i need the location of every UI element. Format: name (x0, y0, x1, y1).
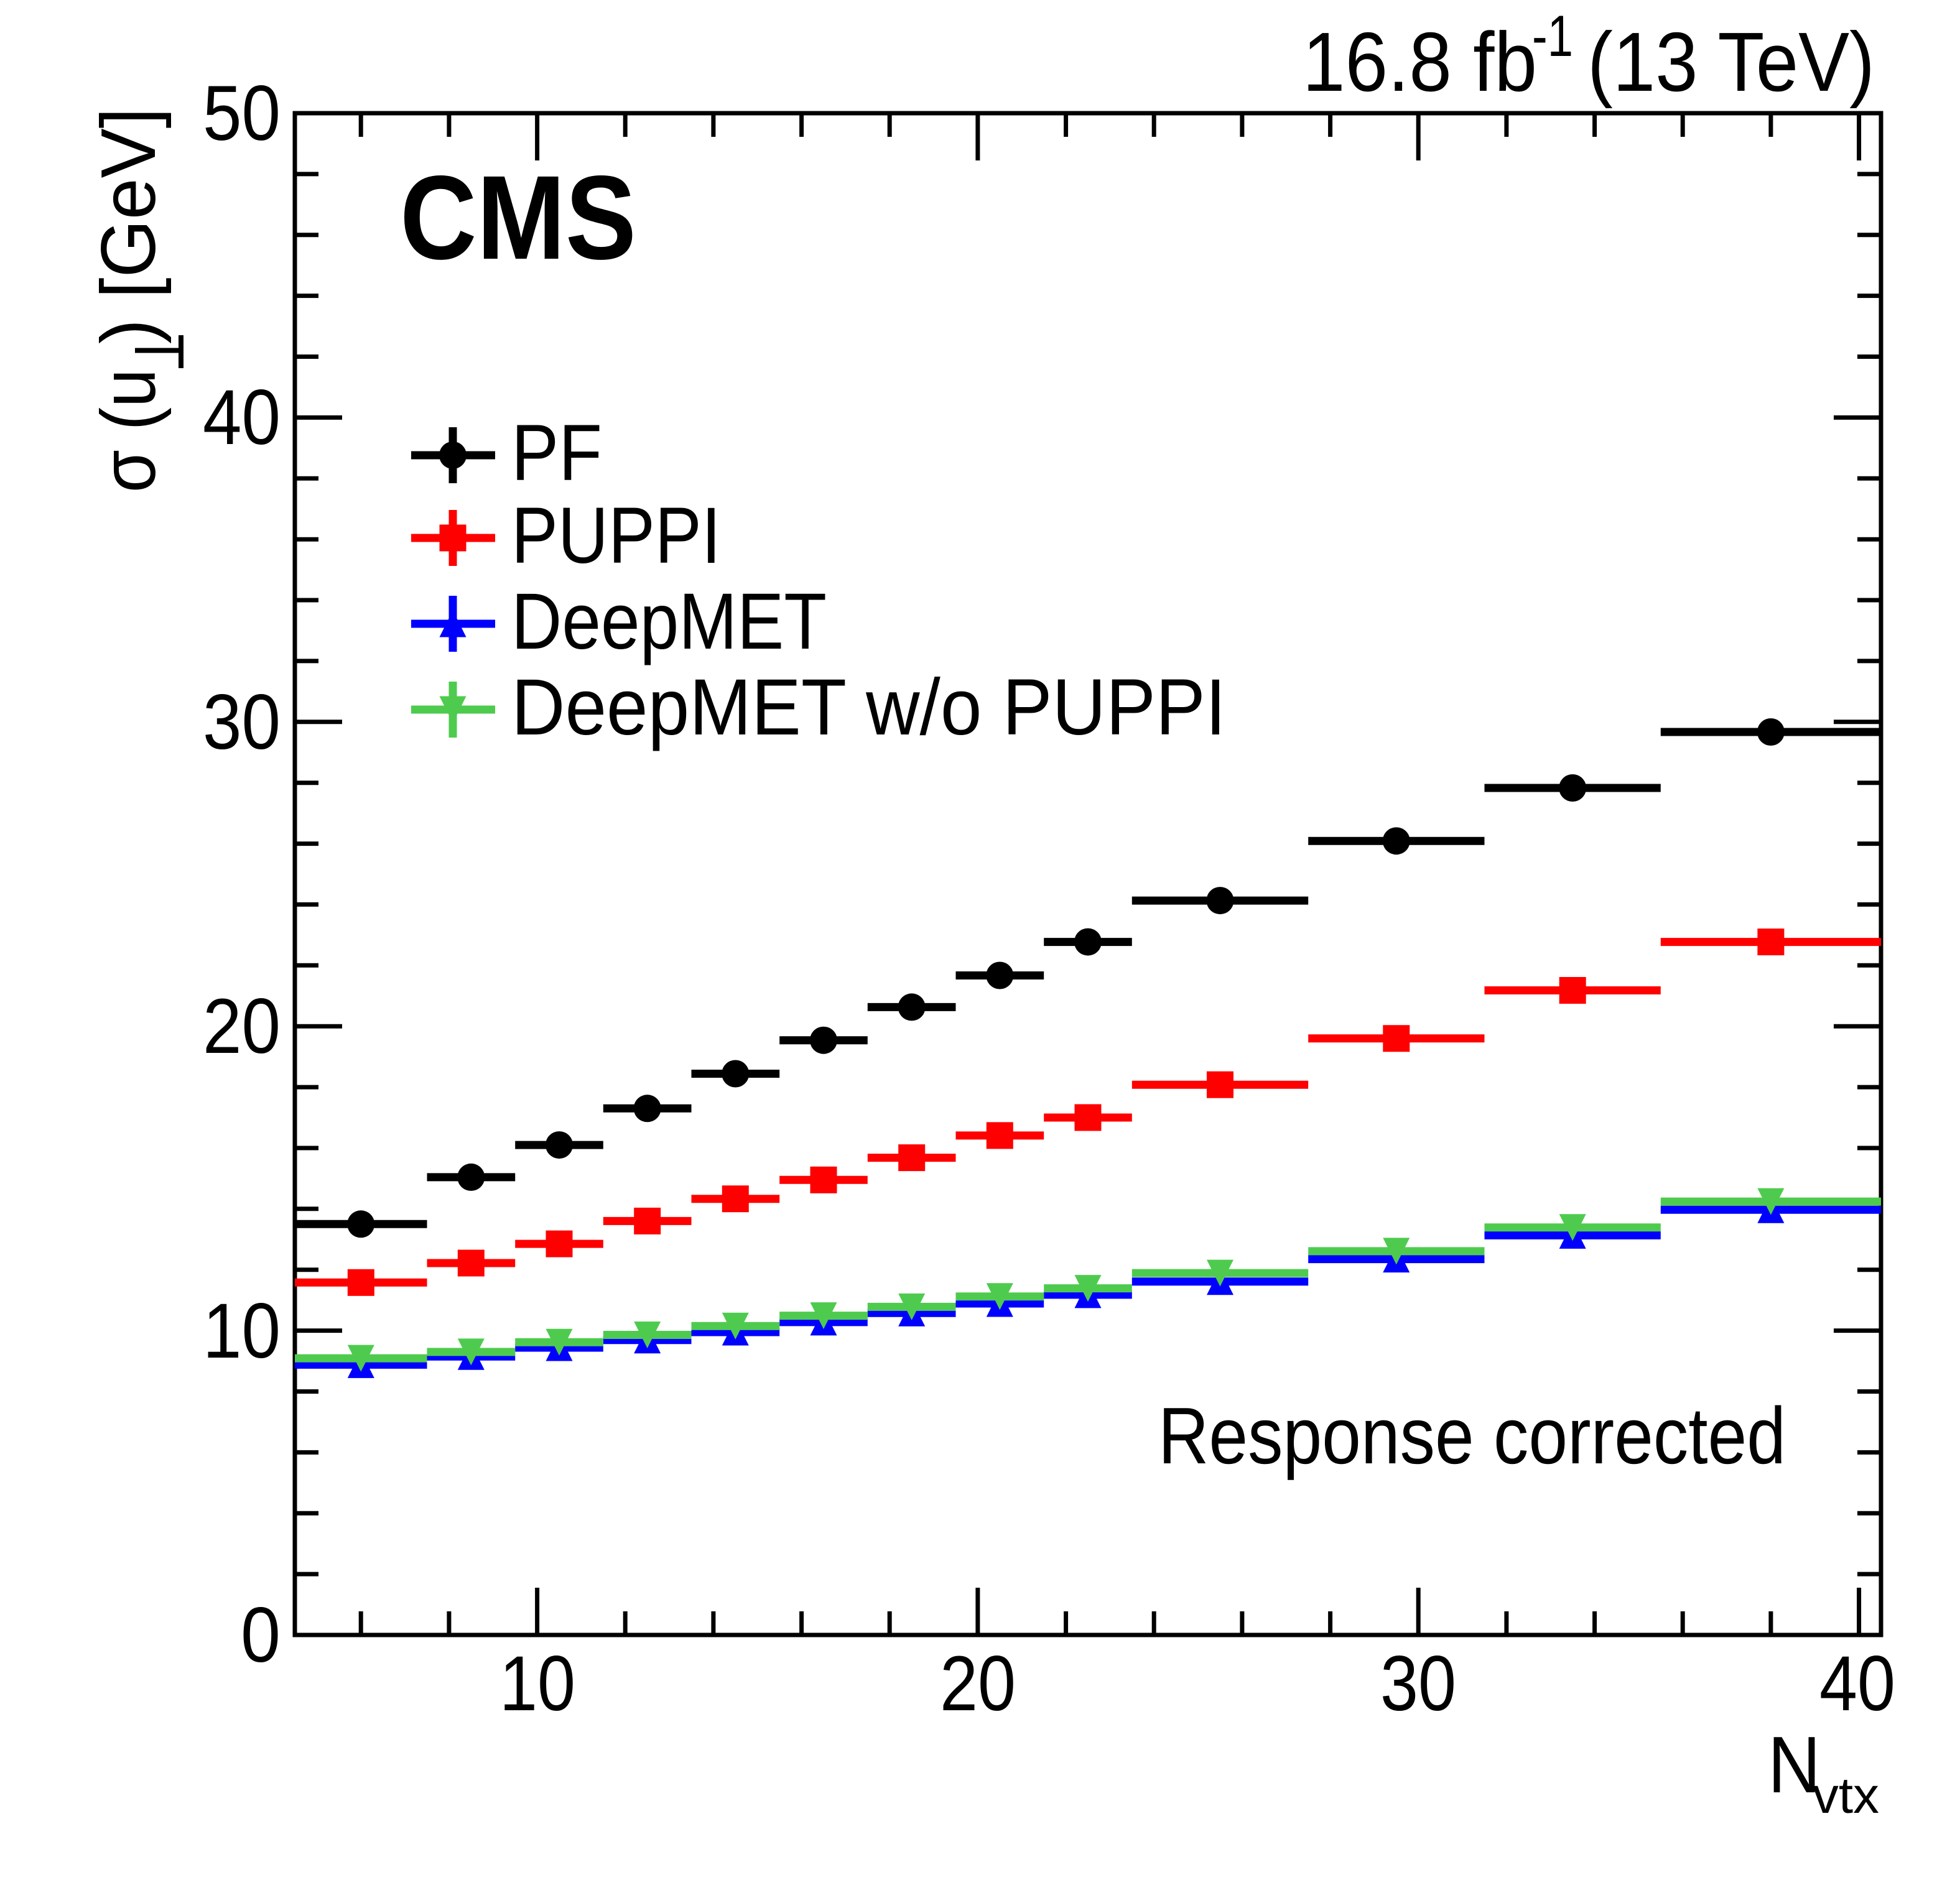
svg-text:40: 40 (1819, 1641, 1895, 1727)
svg-text:DeepMET: DeepMET (511, 577, 827, 666)
svg-text:30: 30 (1380, 1641, 1456, 1727)
svg-text:10: 10 (499, 1641, 575, 1727)
svg-text:20: 20 (940, 1641, 1016, 1727)
svg-text:20: 20 (203, 983, 281, 1070)
svg-text:10: 10 (203, 1288, 281, 1374)
svg-text:-1: -1 (1532, 3, 1573, 68)
svg-text:50: 50 (203, 70, 281, 157)
svg-text:40: 40 (203, 374, 281, 461)
svg-text:vtx: vtx (1813, 1767, 1879, 1824)
svg-text:(13 TeV): (13 TeV) (1587, 15, 1875, 109)
svg-text:σ (u: σ (u (86, 369, 172, 493)
svg-text:16.8 fb: 16.8 fb (1303, 15, 1537, 109)
svg-text:CMS: CMS (400, 150, 636, 284)
svg-text:30: 30 (203, 679, 281, 766)
svg-text:DeepMET w/o PUPPI: DeepMET w/o PUPPI (511, 663, 1226, 752)
svg-text:N: N (1768, 1720, 1821, 1810)
svg-text:0: 0 (241, 1592, 281, 1679)
svg-text:) [GeV]: ) [GeV] (86, 108, 172, 344)
svg-text:PUPPI: PUPPI (511, 491, 721, 580)
svg-text:Response corrected: Response corrected (1158, 1391, 1786, 1481)
svg-text:PF: PF (511, 409, 602, 498)
